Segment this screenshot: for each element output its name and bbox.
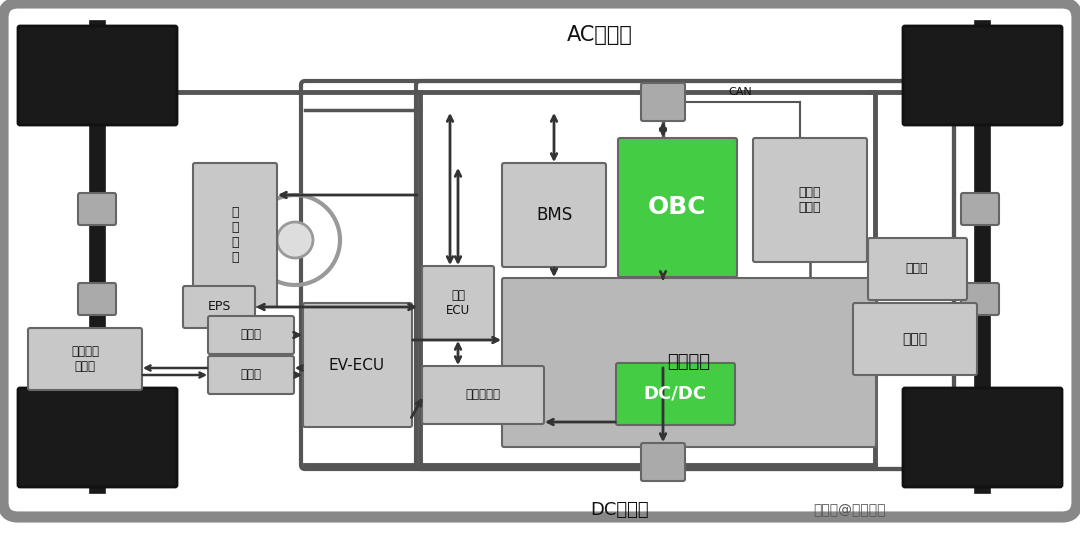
Text: 制动负压
电动泵: 制动负压 电动泵	[71, 345, 99, 373]
FancyBboxPatch shape	[422, 266, 494, 340]
FancyBboxPatch shape	[78, 193, 116, 225]
FancyBboxPatch shape	[616, 363, 735, 425]
FancyBboxPatch shape	[208, 316, 294, 354]
FancyBboxPatch shape	[868, 238, 967, 300]
Text: AC充电口: AC充电口	[567, 25, 633, 45]
FancyBboxPatch shape	[303, 303, 411, 427]
FancyBboxPatch shape	[753, 138, 867, 262]
Text: BMS: BMS	[536, 206, 572, 224]
FancyBboxPatch shape	[853, 303, 977, 375]
Text: OBC: OBC	[648, 195, 706, 219]
FancyBboxPatch shape	[903, 388, 1062, 487]
Circle shape	[276, 222, 313, 258]
FancyBboxPatch shape	[18, 388, 177, 487]
Text: EPS: EPS	[207, 300, 231, 313]
Text: 加速板: 加速板	[241, 329, 261, 342]
Text: 制动板: 制动板	[241, 368, 261, 381]
FancyBboxPatch shape	[642, 443, 685, 481]
Text: DC充电口: DC充电口	[591, 501, 649, 519]
FancyBboxPatch shape	[183, 286, 255, 328]
FancyBboxPatch shape	[618, 138, 737, 277]
Text: DC/DC: DC/DC	[644, 385, 706, 403]
FancyBboxPatch shape	[18, 26, 177, 125]
Text: CAN: CAN	[728, 87, 752, 97]
FancyBboxPatch shape	[642, 83, 685, 121]
FancyBboxPatch shape	[961, 283, 999, 315]
Text: 电机驱
动控制: 电机驱 动控制	[799, 186, 821, 214]
FancyBboxPatch shape	[422, 366, 544, 424]
FancyBboxPatch shape	[28, 328, 141, 390]
Text: 变速器: 变速器	[903, 332, 928, 346]
FancyBboxPatch shape	[78, 283, 116, 315]
Text: 空调压缩机: 空调压缩机	[465, 388, 500, 401]
Text: 电池模组: 电池模组	[667, 353, 711, 371]
Text: 电动机: 电动机	[906, 263, 928, 275]
FancyBboxPatch shape	[208, 356, 294, 394]
FancyBboxPatch shape	[502, 163, 606, 267]
Text: 空调
ECU: 空调 ECU	[446, 289, 470, 317]
Text: 搜狐号@拍明芯城: 搜狐号@拍明芯城	[813, 503, 887, 517]
FancyBboxPatch shape	[903, 26, 1062, 125]
FancyBboxPatch shape	[193, 163, 276, 307]
FancyBboxPatch shape	[961, 193, 999, 225]
Text: EV-ECU: EV-ECU	[329, 357, 386, 373]
FancyBboxPatch shape	[502, 278, 876, 447]
Text: 综
合
仪
表: 综 合 仪 表	[231, 206, 239, 264]
